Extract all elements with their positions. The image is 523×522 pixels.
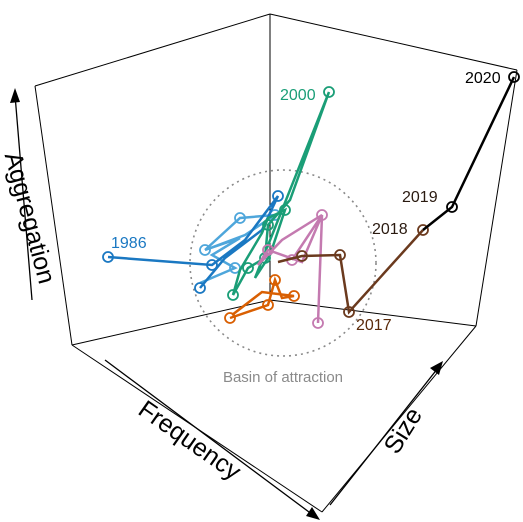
basin-of-attraction-circle [189, 169, 377, 357]
data-point [242, 262, 254, 274]
data-point [272, 190, 284, 202]
box-edge [71, 299, 271, 346]
year-label-2020: 2020 [465, 70, 501, 87]
box-edge [34, 85, 73, 346]
plot-box [34, 13, 518, 513]
year-label-2000: 2000 [280, 87, 316, 104]
data-point [343, 306, 355, 318]
aggregation-arrowhead [10, 88, 20, 103]
data-point [227, 289, 239, 301]
series-line [107, 195, 280, 289]
trajectory-pink [256, 209, 328, 329]
data-point [446, 201, 458, 213]
data-point [417, 224, 429, 236]
series-line [422, 76, 516, 231]
data-point [206, 259, 218, 271]
trajectory-green [227, 86, 335, 301]
data-point [194, 282, 206, 294]
z-axis-title: Aggregation [0, 149, 61, 286]
trajectory-brown [277, 224, 429, 318]
data-point [296, 250, 308, 262]
aggregation-axis-arrow [14, 94, 33, 301]
year-label-2019: 2019 [402, 189, 438, 206]
data-point [199, 244, 211, 256]
box-edge [475, 69, 518, 327]
size-axis-arrow [329, 367, 439, 506]
year-label-2018: 2018 [372, 221, 408, 238]
frequency-arrowhead [306, 507, 320, 520]
series-line [277, 229, 424, 315]
data-point [262, 244, 274, 256]
data-point [262, 299, 274, 311]
data-point [102, 251, 114, 263]
series-line [199, 213, 276, 285]
data-point [334, 249, 346, 261]
y-axis-title: Size [378, 403, 428, 459]
series-line [231, 91, 331, 296]
box-edge [321, 325, 477, 513]
basin-of-attraction-label: Basin of attraction [223, 369, 343, 386]
box-edge [34, 13, 271, 87]
x-axis-title: Frequency [133, 395, 246, 486]
data-point [288, 290, 300, 302]
data-point [279, 204, 291, 216]
year-label-2017: 2017 [356, 317, 392, 334]
trajectory-light-blue [199, 209, 281, 285]
series-line [229, 276, 295, 320]
trajectory-black [422, 71, 520, 231]
data-point [323, 86, 335, 98]
size-arrowhead [430, 361, 443, 375]
frequency-axis-arrow [104, 359, 314, 516]
series-line [256, 213, 324, 324]
box-edge [269, 299, 477, 327]
trajectory-orange [224, 274, 300, 324]
data-point [316, 209, 328, 221]
trajectory-blue [102, 190, 284, 294]
data-point [224, 312, 236, 324]
data-point [234, 212, 246, 224]
year-label-1986: 1986 [111, 235, 147, 252]
axis-arrows [10, 88, 443, 520]
data-point [262, 219, 274, 231]
data-point [312, 317, 324, 329]
data-point [508, 71, 520, 83]
data-point [269, 274, 281, 286]
box-edge [269, 13, 518, 71]
